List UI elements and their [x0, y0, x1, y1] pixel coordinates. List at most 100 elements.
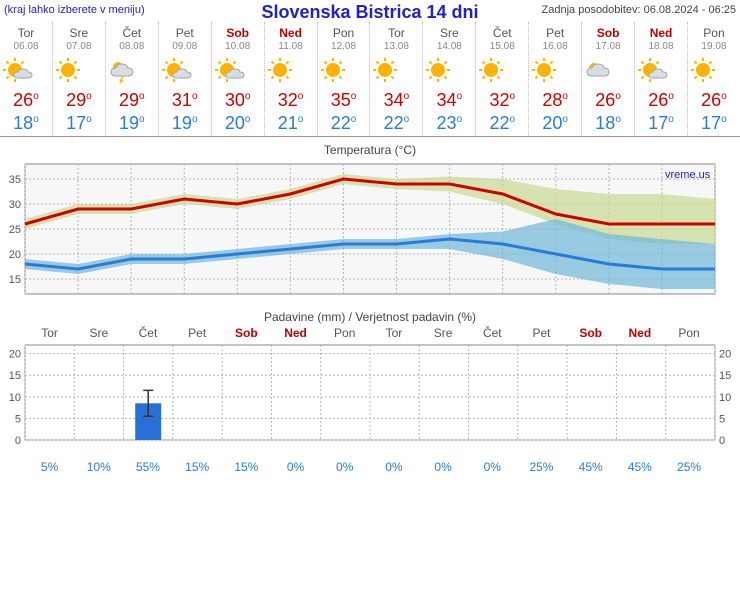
- weather-icon: [318, 56, 370, 86]
- day-date: 13.08: [370, 41, 422, 52]
- day-column: Tor06.0826o18o: [0, 22, 52, 136]
- temp-low: 22o: [318, 113, 370, 134]
- precip-prob: 0%: [369, 460, 418, 474]
- day-name: Tor: [0, 26, 52, 40]
- precip-day-name: Čet: [123, 326, 172, 340]
- svg-text:5: 5: [15, 413, 21, 425]
- day-date: 14.08: [423, 41, 475, 52]
- weather-icon: [0, 56, 52, 86]
- svg-text:10: 10: [719, 392, 731, 404]
- day-name: Pon: [688, 26, 740, 40]
- svg-text:30: 30: [9, 199, 21, 211]
- weather-icon: [582, 56, 634, 86]
- svg-text:5: 5: [719, 413, 725, 425]
- precip-day-name: Pet: [517, 326, 566, 340]
- precip-prob: 15%: [173, 460, 222, 474]
- precip-prob: 25%: [664, 460, 713, 474]
- svg-text:20: 20: [9, 249, 21, 261]
- day-column: Čet08.0829o19o: [105, 22, 158, 136]
- temp-high: 26o: [0, 90, 52, 111]
- temp-low: 20o: [529, 113, 581, 134]
- temp-high: 32o: [476, 90, 528, 111]
- day-name: Ned: [635, 26, 687, 40]
- weather-icon: [423, 56, 475, 86]
- weather-icon: [476, 56, 528, 86]
- weather-icon: [635, 56, 687, 86]
- precip-prob-row: 5%10%55%15%15%0%0%0%0%0%25%45%45%25%: [25, 460, 715, 474]
- temp-high: 29o: [53, 90, 105, 111]
- precip-prob: 10%: [74, 460, 123, 474]
- precip-day-name: Pon: [664, 326, 713, 340]
- temp-high: 35o: [318, 90, 370, 111]
- temp-high: 26o: [688, 90, 740, 111]
- day-name: Čet: [106, 26, 158, 40]
- precip-day-name: Ned: [615, 326, 664, 340]
- svg-text:15: 15: [719, 370, 731, 382]
- day-name: Sre: [53, 26, 105, 40]
- precip-prob: 0%: [419, 460, 468, 474]
- precip-prob: 0%: [271, 460, 320, 474]
- precip-day-name: Ned: [271, 326, 320, 340]
- day-name: Ned: [265, 26, 317, 40]
- temp-low: 18o: [582, 113, 634, 134]
- temp-low: 19o: [106, 113, 158, 134]
- temp-high: 34o: [423, 90, 475, 111]
- svg-text:20: 20: [9, 349, 21, 361]
- temp-high: 26o: [582, 90, 634, 111]
- day-column: Čet15.0832o22o: [475, 22, 528, 136]
- temp-low: 18o: [0, 113, 52, 134]
- day-name: Sob: [582, 26, 634, 40]
- precip-day-name: Sob: [566, 326, 615, 340]
- temp-high: 28o: [529, 90, 581, 111]
- temp-high: 31o: [159, 90, 211, 111]
- temp-high: 26o: [635, 90, 687, 111]
- weather-icon: [212, 56, 264, 86]
- day-column: Pon19.0826o17o: [687, 22, 740, 136]
- day-column: Sre07.0829o17o: [52, 22, 105, 136]
- day-column: Sre14.0834o23o: [422, 22, 475, 136]
- precip-prob: 0%: [468, 460, 517, 474]
- precip-days-row: TorSreČetPetSobNedPonTorSreČetPetSobNedP…: [25, 326, 715, 340]
- day-column: Pon12.0835o22o: [317, 22, 370, 136]
- day-name: Čet: [476, 26, 528, 40]
- svg-text:0: 0: [15, 435, 21, 447]
- day-column: Tor13.0834o22o: [369, 22, 422, 136]
- precip-day-name: Sre: [74, 326, 123, 340]
- svg-text:25: 25: [9, 224, 21, 236]
- precip-prob: 5%: [25, 460, 74, 474]
- precip-prob: 55%: [123, 460, 172, 474]
- svg-text:vreme.us: vreme.us: [665, 169, 711, 181]
- temp-low: 17o: [635, 113, 687, 134]
- precipitation-chart: 0055101015152020: [0, 340, 740, 460]
- svg-text:10: 10: [9, 392, 21, 404]
- temperature-chart: 15 20 25 30 35 vreme.us: [0, 159, 740, 304]
- svg-text:15: 15: [9, 370, 21, 382]
- svg-text:20: 20: [719, 349, 731, 361]
- precip-prob: 45%: [615, 460, 664, 474]
- day-date: 18.08: [635, 41, 687, 52]
- day-column: Ned18.08 26o17o: [634, 22, 687, 136]
- precip-prob: 25%: [517, 460, 566, 474]
- temp-low: 19o: [159, 113, 211, 134]
- day-date: 11.08: [265, 41, 317, 52]
- precip-day-name: Sre: [419, 326, 468, 340]
- temp-chart-title: Temperatura (°C): [0, 143, 740, 157]
- temp-high: 32o: [265, 90, 317, 111]
- day-date: 07.08: [53, 41, 105, 52]
- svg-text:35: 35: [9, 174, 21, 186]
- day-date: 15.08: [476, 41, 528, 52]
- precip-prob: 45%: [566, 460, 615, 474]
- svg-text:15: 15: [9, 274, 21, 286]
- precip-chart-title: Padavine (mm) / Verjetnost padavin (%): [0, 310, 740, 324]
- day-name: Pet: [529, 26, 581, 40]
- temp-low: 23o: [423, 113, 475, 134]
- day-date: 09.08: [159, 41, 211, 52]
- day-name: Tor: [370, 26, 422, 40]
- day-name: Pet: [159, 26, 211, 40]
- temp-high: 34o: [370, 90, 422, 111]
- precip-day-name: Sob: [222, 326, 271, 340]
- weather-icon: [370, 56, 422, 86]
- precip-day-name: Pon: [320, 326, 369, 340]
- day-date: 16.08: [529, 41, 581, 52]
- precip-prob: 15%: [222, 460, 271, 474]
